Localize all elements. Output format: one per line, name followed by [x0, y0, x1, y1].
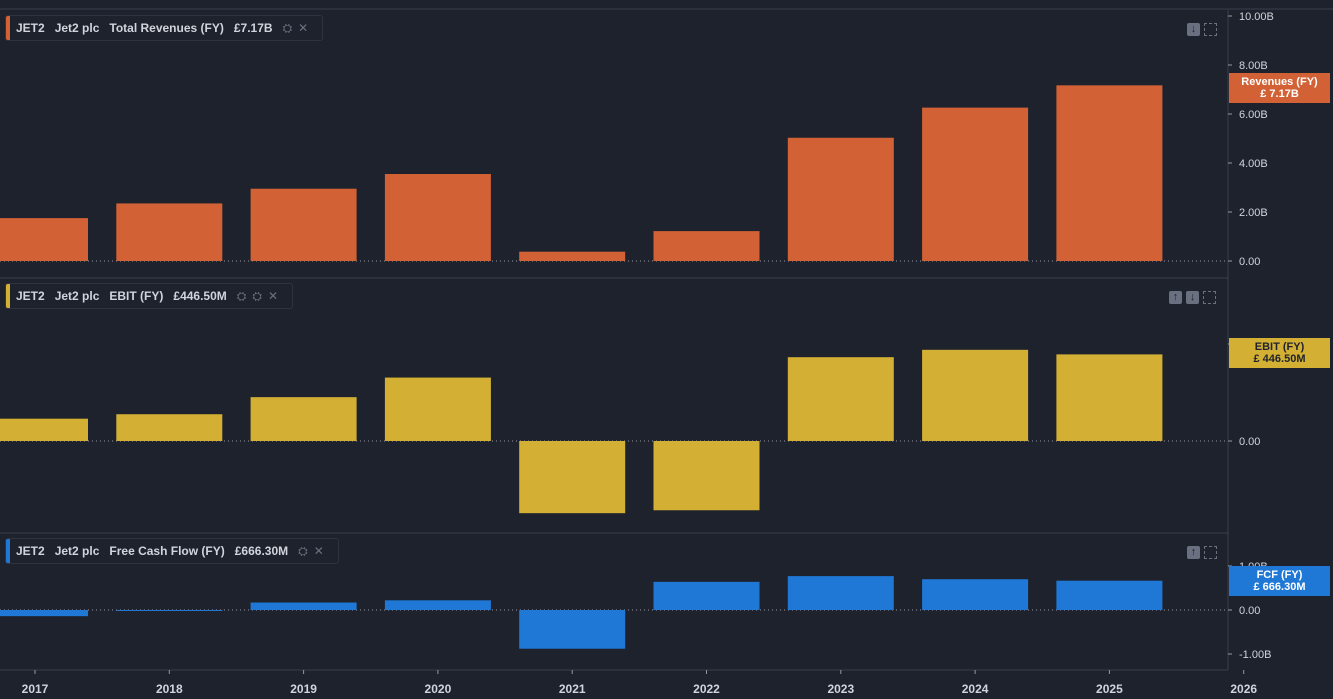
- bar-fcf-2018: [116, 610, 223, 611]
- y-tick-label: 4.00B: [1239, 158, 1268, 170]
- x-tick-label: 2023: [827, 682, 854, 696]
- x-tick-label: 2024: [962, 682, 989, 696]
- x-tick-label: 2019: [290, 682, 317, 696]
- maximize-pane-icon[interactable]: [1204, 546, 1217, 559]
- tag-value: £ 666.30M: [1253, 581, 1306, 593]
- bar-ebit-2019: [250, 397, 357, 441]
- bar-revenue-2017: [0, 218, 88, 261]
- bar-revenue-2022: [653, 231, 760, 261]
- legend-value: £7.17B: [233, 21, 273, 35]
- bar-revenue-2025: [1056, 85, 1163, 262]
- legend-value: £666.30M: [234, 544, 289, 558]
- legend-revenue[interactable]: JET2 Jet2 plc Total Revenues (FY) £7.17B…: [5, 15, 324, 41]
- close-icon[interactable]: ✕: [267, 289, 279, 303]
- y-tick-label: 10.00B: [1239, 11, 1274, 23]
- legend-ebit[interactable]: JET2 Jet2 plc EBIT (FY) £446.50M ⛭ ⛭ ✕: [5, 283, 294, 309]
- move-pane-up-icon[interactable]: ↑: [1169, 291, 1182, 304]
- tag-label: EBIT (FY): [1254, 341, 1305, 353]
- pane-tools-revenue: ↓: [1187, 23, 1217, 36]
- legend-ticker: JET2: [16, 289, 45, 303]
- bar-ebit-2022: [653, 441, 760, 511]
- bar-ebit-2023: [787, 357, 894, 441]
- tag-value: £ 446.50M: [1253, 353, 1306, 365]
- legend-fcf[interactable]: JET2 Jet2 plc Free Cash Flow (FY) £666.3…: [5, 538, 339, 564]
- legend-company: Jet2 plc: [54, 289, 100, 303]
- x-tick-label: 2021: [559, 682, 586, 696]
- bar-fcf-2021: [519, 610, 626, 649]
- move-pane-up-icon[interactable]: ↑: [1187, 546, 1200, 559]
- legend-company: Jet2 plc: [54, 21, 100, 35]
- bar-ebit-2024: [922, 349, 1029, 441]
- settings-icon[interactable]: ⛭: [282, 20, 293, 35]
- legend-metric: EBIT (FY): [109, 289, 164, 303]
- legend-company: Jet2 plc: [54, 544, 100, 558]
- bar-fcf-2019: [250, 602, 357, 610]
- revenue-swatch: [6, 16, 10, 40]
- bar-revenue-2018: [116, 203, 223, 261]
- settings-icon[interactable]: ⛭: [298, 543, 308, 558]
- bar-ebit-2025: [1056, 354, 1163, 441]
- legend-ticker: JET2: [16, 21, 45, 35]
- bar-ebit-2018: [116, 414, 223, 441]
- y-tick-label: 0.00: [1239, 436, 1260, 448]
- bar-fcf-2017: [0, 610, 88, 617]
- bar-ebit-2017: [0, 418, 88, 441]
- legend-ticker: JET2: [16, 544, 45, 558]
- ebit-price-tag: EBIT (FY) £ 446.50M: [1229, 338, 1330, 368]
- legend-value: £446.50M: [173, 289, 227, 303]
- fcf-swatch: [6, 539, 10, 563]
- settings-icon[interactable]: ⛭: [252, 288, 262, 303]
- fcf-price-tag: FCF (FY) £ 666.30M: [1229, 566, 1330, 596]
- bar-revenue-2019: [250, 188, 357, 261]
- legend-metric: Total Revenues (FY): [109, 21, 224, 35]
- bar-fcf-2022: [653, 581, 760, 610]
- y-tick-label: 0.00: [1239, 256, 1260, 268]
- bar-fcf-2025: [1056, 580, 1163, 610]
- y-tick-label: 8.00B: [1239, 60, 1268, 72]
- bar-fcf-2020: [384, 600, 491, 610]
- move-pane-down-icon[interactable]: ↓: [1186, 291, 1199, 304]
- bar-ebit-2020: [384, 377, 491, 441]
- y-tick-label: -1.00B: [1239, 649, 1271, 661]
- bar-fcf-2023: [787, 576, 894, 610]
- bar-revenue-2024: [922, 107, 1029, 261]
- x-tick-label: 2017: [22, 682, 49, 696]
- tag-value: £ 7.17B: [1260, 88, 1299, 100]
- bar-ebit-2021: [519, 441, 626, 514]
- move-pane-down-icon[interactable]: ↓: [1187, 23, 1200, 36]
- tag-label: FCF (FY): [1256, 569, 1303, 581]
- x-tick-label: 2026: [1230, 682, 1257, 696]
- revenue-price-tag: Revenues (FY) £ 7.17B: [1229, 73, 1330, 103]
- tag-label: Revenues (FY): [1241, 76, 1318, 88]
- close-icon[interactable]: ✕: [298, 21, 309, 35]
- x-tick-label: 2018: [156, 682, 183, 696]
- y-tick-label: 2.00B: [1239, 207, 1268, 219]
- ebit-swatch: [6, 284, 10, 308]
- pane-tools-fcf: ↑: [1187, 546, 1217, 559]
- y-tick-label: 0.00: [1239, 605, 1260, 617]
- x-tick-label: 2022: [693, 682, 720, 696]
- settings-icon[interactable]: ⛭: [236, 288, 247, 303]
- x-tick-label: 2020: [425, 682, 452, 696]
- maximize-pane-icon[interactable]: [1204, 23, 1217, 36]
- bar-revenue-2021: [519, 251, 626, 261]
- bar-fcf-2024: [922, 579, 1029, 610]
- pane-tools-ebit: ↑ ↓: [1169, 291, 1216, 304]
- bar-revenue-2023: [787, 137, 894, 261]
- bar-revenue-2020: [384, 174, 491, 261]
- y-tick-label: 6.00B: [1239, 109, 1268, 121]
- close-icon[interactable]: ✕: [313, 544, 324, 558]
- maximize-pane-icon[interactable]: [1203, 291, 1216, 304]
- legend-metric: Free Cash Flow (FY): [109, 544, 225, 558]
- x-tick-label: 2025: [1096, 682, 1123, 696]
